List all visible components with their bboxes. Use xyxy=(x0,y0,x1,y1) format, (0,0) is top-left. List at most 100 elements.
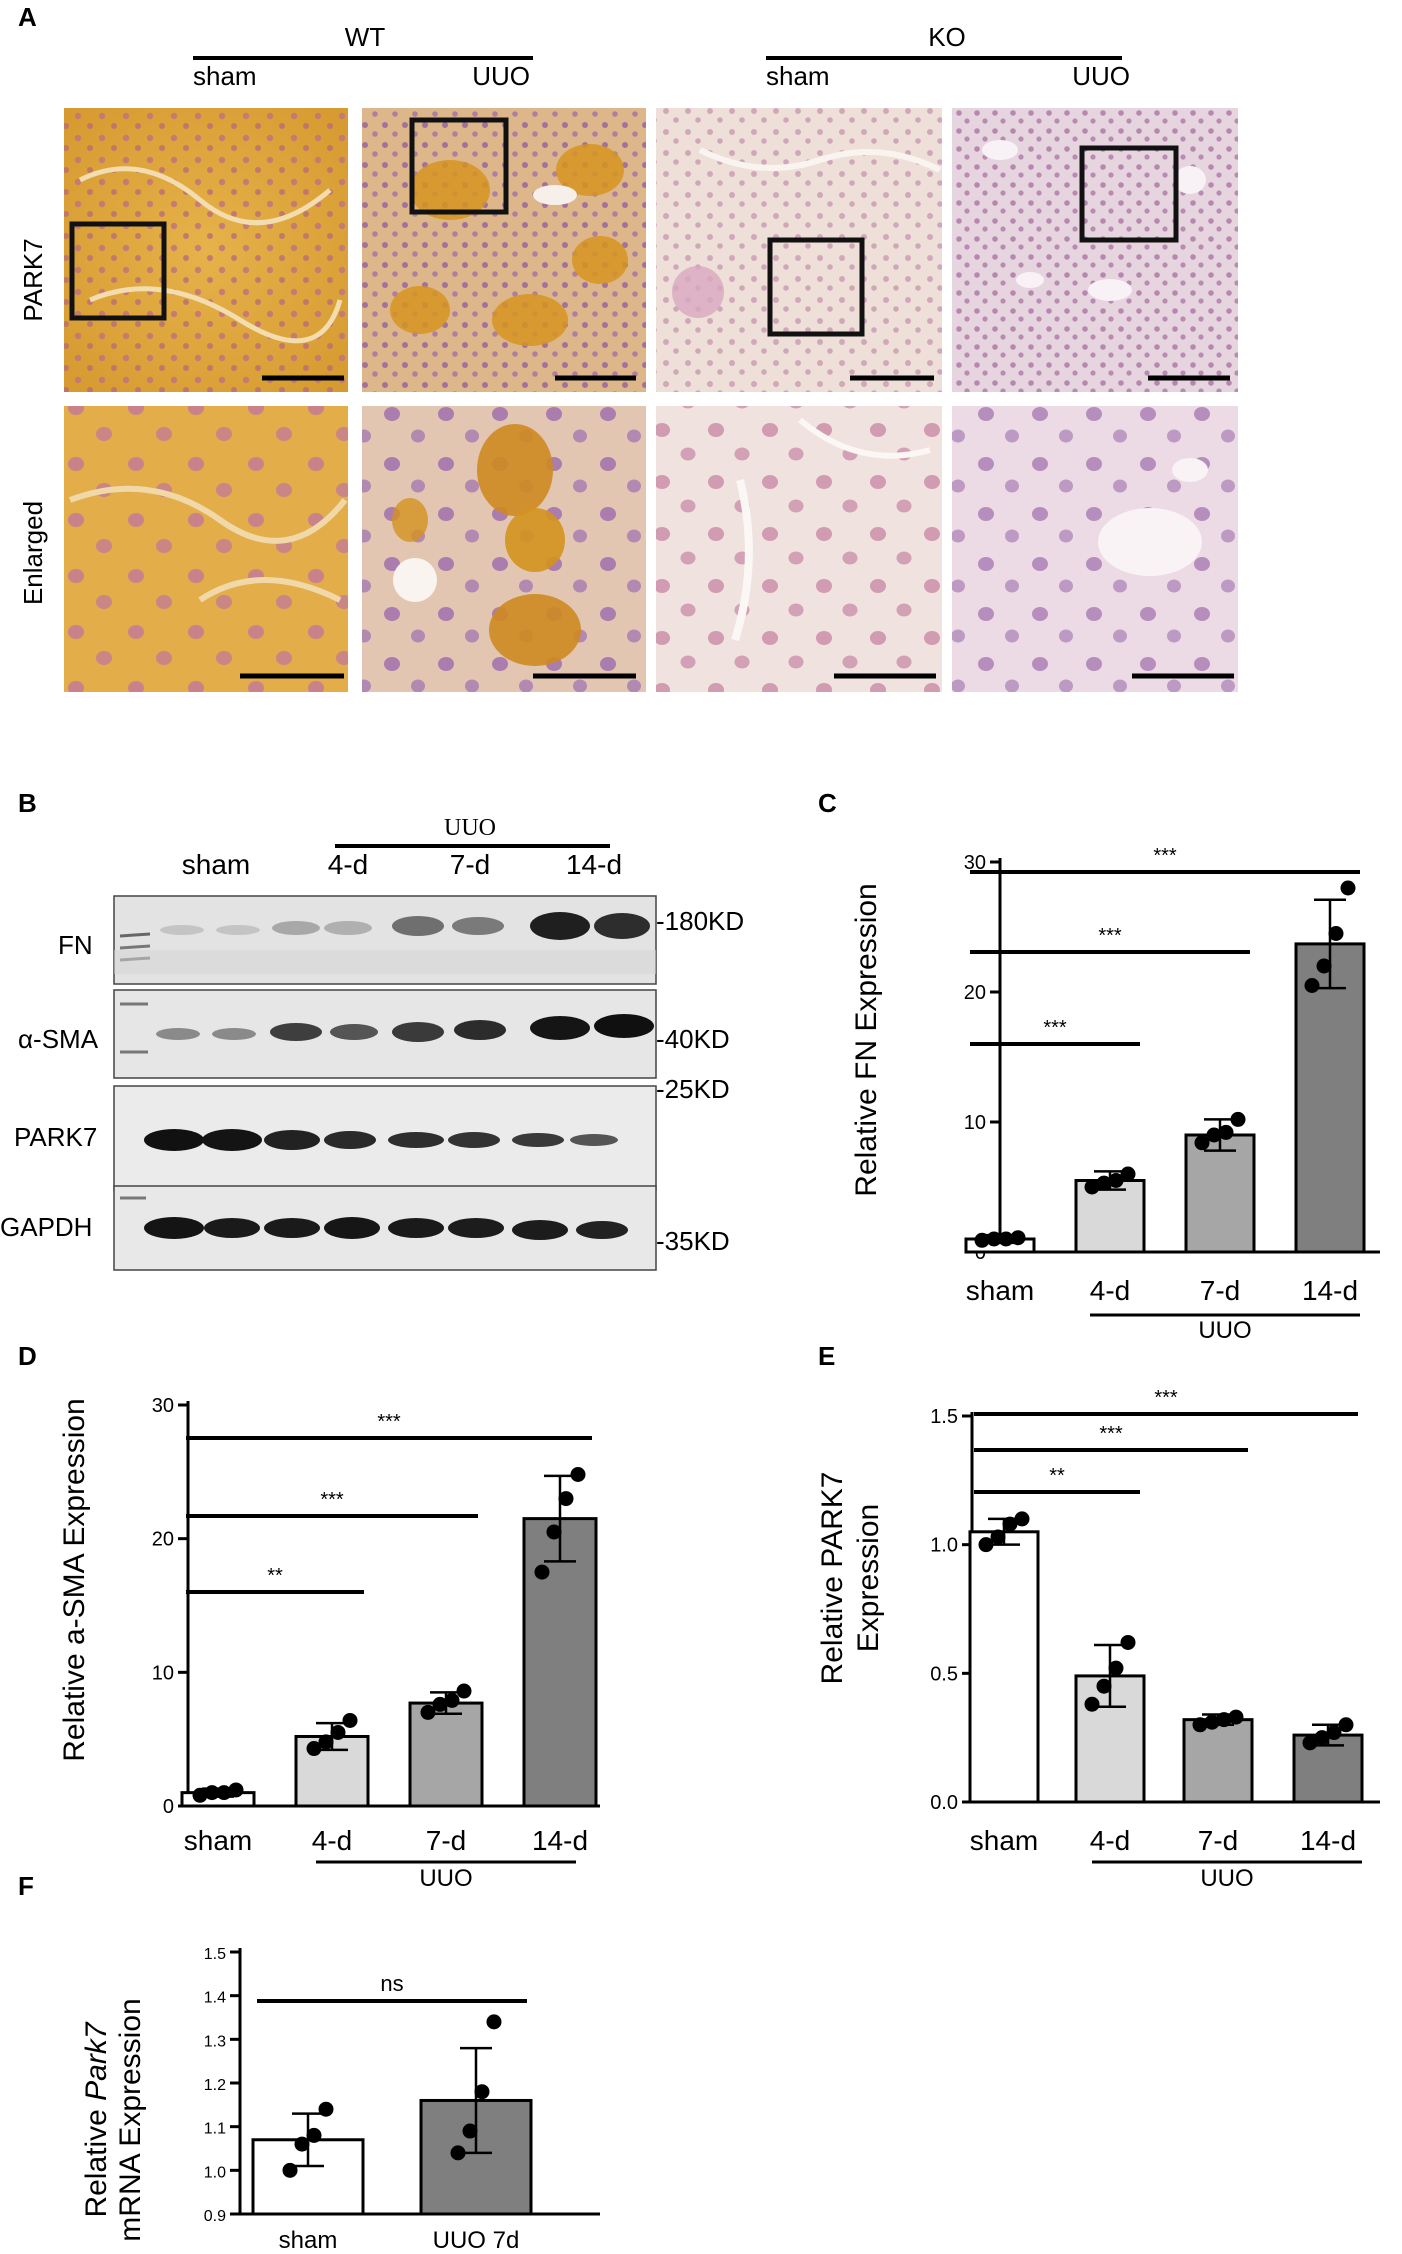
blot-asma xyxy=(113,989,657,1079)
panel-f-label: F xyxy=(18,1871,34,1901)
data-point xyxy=(1120,1166,1136,1182)
data-point xyxy=(1302,1735,1318,1751)
y-tick-label: 1.2 xyxy=(204,2077,226,2094)
category-label: 4-d xyxy=(1090,1825,1130,1856)
data-point xyxy=(546,1524,562,1540)
data-point xyxy=(1314,1730,1330,1746)
chart-f-ylabel-line2: mRNA Expression xyxy=(114,1998,147,2241)
category-label: sham xyxy=(966,1275,1034,1306)
y-tick-label: 30 xyxy=(964,852,986,874)
category-label: 14-d xyxy=(1300,1825,1356,1856)
data-point xyxy=(1230,1111,1246,1127)
ko-sham-label: sham xyxy=(766,61,830,91)
y-tick-label: 20 xyxy=(964,982,986,1004)
micrograph-wt-sham xyxy=(64,108,348,392)
data-point xyxy=(974,1232,990,1248)
y-tick-label: 10 xyxy=(152,1662,174,1684)
marker-25kd: -25KD xyxy=(656,1074,730,1104)
band-label-park7: PARK7 xyxy=(14,1122,97,1152)
row-label-park7: PARK7 xyxy=(18,238,48,321)
data-point xyxy=(282,2162,298,2178)
panel-b-label: B xyxy=(18,788,37,818)
data-point xyxy=(1204,1714,1220,1730)
data-point xyxy=(1096,1678,1112,1694)
data-point xyxy=(204,1785,220,1801)
data-point xyxy=(986,1231,1002,1247)
blot-fn xyxy=(113,895,657,985)
significance-label: *** xyxy=(1099,1423,1123,1445)
enlarged-ko-uuo xyxy=(952,406,1238,692)
data-point xyxy=(474,2084,490,2100)
lane-label-sham: sham xyxy=(182,849,250,880)
lane-label-7d: 7-d xyxy=(450,849,490,880)
group-label: UUO xyxy=(1198,1317,1251,1344)
data-point xyxy=(558,1491,574,1507)
y-tick-label: 1.3 xyxy=(204,2033,226,2050)
y-tick-label: 1.5 xyxy=(204,1946,226,1963)
data-point xyxy=(330,1724,346,1740)
blot-gapdh xyxy=(113,1185,657,1271)
significance-label: *** xyxy=(1043,1017,1067,1039)
chart-f-ylabel-part2: Park7 xyxy=(80,2021,113,2101)
data-point xyxy=(1096,1175,1112,1191)
category-label: 7-d xyxy=(1200,1275,1240,1306)
data-point xyxy=(1326,1725,1342,1741)
lane-label-14d: 14-d xyxy=(566,849,622,880)
data-point xyxy=(1108,1173,1124,1188)
data-point xyxy=(342,1712,358,1728)
data-point xyxy=(998,1231,1014,1247)
data-point xyxy=(1120,1634,1136,1650)
bar-7-d xyxy=(1182,1718,1254,1804)
bar-7-d xyxy=(408,1701,484,1808)
wt-sham-label: sham xyxy=(193,61,257,91)
data-point xyxy=(1084,1696,1100,1712)
y-tick-label: 10 xyxy=(964,1112,986,1134)
chart-e-ylabel-line1: Relative PARK7 xyxy=(816,1472,849,1685)
data-point xyxy=(1316,958,1332,974)
micrograph-ko-uuo xyxy=(952,108,1238,392)
data-point xyxy=(1108,1660,1124,1676)
panel-a-label: A xyxy=(18,2,37,32)
data-point xyxy=(1328,926,1344,941)
group-ko-label: KO xyxy=(928,22,966,52)
panel-c-label: C xyxy=(818,788,837,818)
bar-sham xyxy=(968,1530,1040,1804)
panel-b: B UUO sham 4-d 7-d 14-d FN α-SMA PARK7 G… xyxy=(0,788,744,1271)
category-label: UUO 7d xyxy=(433,2227,520,2254)
significance-label: ns xyxy=(380,1971,403,1996)
significance-label: *** xyxy=(1153,845,1177,867)
data-point xyxy=(294,2136,310,2152)
significance-label: *** xyxy=(377,1411,401,1433)
y-tick-label: 0.9 xyxy=(204,2208,226,2225)
band-label-fn: FN xyxy=(58,930,93,960)
enlarged-ko-sham xyxy=(656,406,942,692)
band-label-gapdh: GAPDH xyxy=(0,1212,92,1242)
enlarged-wt-sham xyxy=(64,406,348,692)
micrograph-ko-sham xyxy=(656,108,942,392)
y-tick-label: 1.5 xyxy=(930,1406,958,1428)
data-point xyxy=(450,2145,466,2161)
enlarged-wt-uuo xyxy=(362,406,646,692)
data-point xyxy=(1304,978,1320,993)
chart-f-ylabel-line1: Relative Park7 xyxy=(80,2021,113,2217)
data-point xyxy=(1194,1135,1210,1151)
significance-label: ** xyxy=(267,1565,283,1587)
data-point xyxy=(486,2014,502,2030)
data-point xyxy=(306,1741,322,1757)
chart-f: 0.9 1.0 1.1 1.2 1.3 1.4 1.5 sham UUO 7d ns xyxy=(204,1946,600,2254)
wt-uuo-label: UUO xyxy=(472,61,530,91)
data-point xyxy=(990,1529,1006,1545)
data-point xyxy=(318,1734,334,1750)
category-label: sham xyxy=(184,1825,252,1856)
marker-40kd: -40KD xyxy=(656,1024,730,1054)
data-point xyxy=(216,1785,232,1801)
y-tick-label: 30 xyxy=(152,1395,174,1417)
group-label: UUO xyxy=(419,1865,472,1892)
data-point xyxy=(462,2123,478,2139)
category-label: 14-d xyxy=(532,1825,588,1856)
data-point xyxy=(432,1696,448,1712)
data-point xyxy=(1228,1709,1244,1725)
data-point xyxy=(1206,1127,1222,1143)
y-tick-label: 1.4 xyxy=(204,1990,226,2007)
